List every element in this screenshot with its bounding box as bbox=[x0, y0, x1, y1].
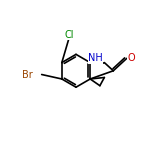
Text: NH: NH bbox=[88, 53, 103, 63]
Text: O: O bbox=[127, 53, 135, 63]
Text: Cl: Cl bbox=[65, 29, 74, 40]
Text: Br: Br bbox=[22, 69, 33, 79]
